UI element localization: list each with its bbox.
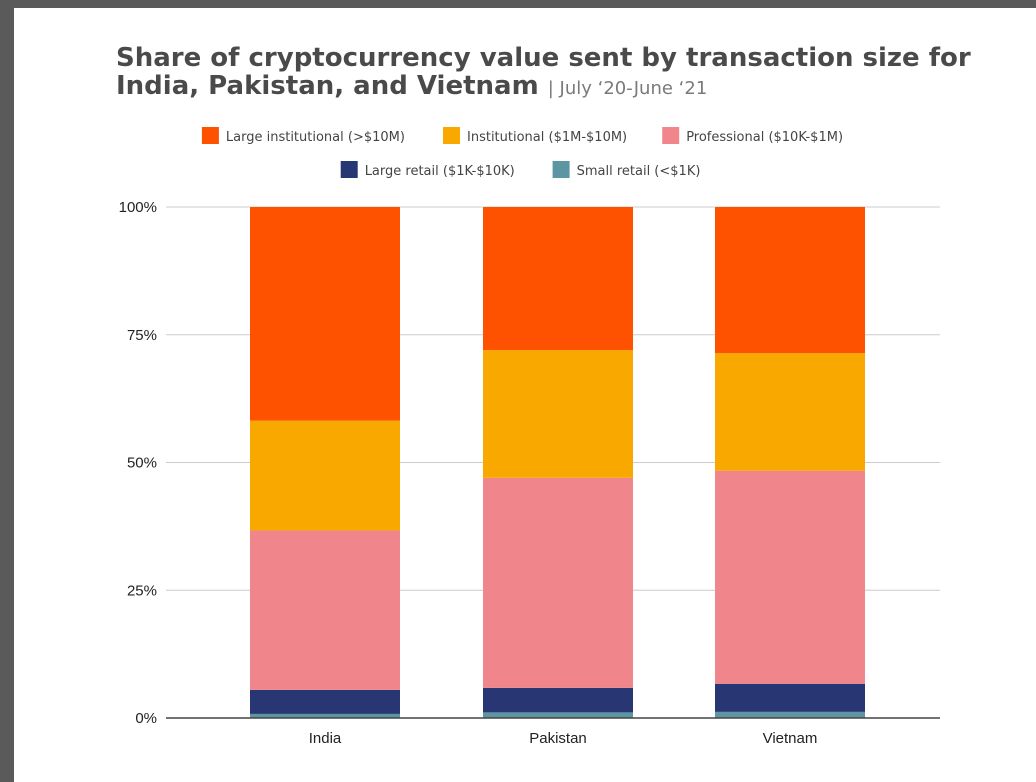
- chart-subtitle: | July ‘20-June ‘21: [547, 78, 708, 99]
- x-tick-label-vietnam: Vietnam: [763, 730, 818, 747]
- y-tick-label: 0%: [135, 710, 157, 727]
- legend-label-large-institutional-10m: Large institutional (>$10M): [226, 130, 405, 145]
- legend-label-professional-10k-1m: Professional ($10K-$1M): [686, 130, 843, 145]
- y-tick-label: 50%: [127, 455, 157, 472]
- chart-title: Share of cryptocurrency value sent by tr…: [116, 44, 996, 103]
- chart-title-text: Share of cryptocurrency value sent by tr…: [116, 43, 971, 101]
- bar-segment-india-institutional-1m-10m: [250, 420, 400, 531]
- viewer-left-bar: [0, 0, 14, 782]
- y-tick-label: 25%: [127, 582, 157, 599]
- bar-segment-india-large-institutional-10m: [250, 207, 400, 421]
- bar-segment-vietnam-large-institutional-10m: [715, 207, 865, 354]
- bar-segment-india-professional-10k-1m: [250, 530, 400, 690]
- bar-segment-india-small-retail-1k: [250, 713, 400, 718]
- bar-segment-pakistan-institutional-1m-10m: [483, 350, 633, 478]
- legend-swatch-institutional-1m-10m: [443, 127, 460, 144]
- bar-segment-pakistan-large-institutional-10m: [483, 207, 633, 351]
- legend-swatch-large-institutional-10m: [201, 127, 219, 144]
- legend-label-institutional-1m-10m: Institutional ($1M-$10M): [467, 130, 627, 145]
- y-tick-label: 75%: [127, 327, 157, 344]
- legend-label-large-retail-1k-10k: Large retail ($1K-$10K): [365, 164, 515, 179]
- bar-segment-india-large-retail-1k-10k: [250, 689, 400, 714]
- chart-legend: Large institutional (>$10M) Institutional…: [201, 127, 843, 179]
- axes: 0% 25% 50% 75% 100% India Pakistan Vietnam: [119, 199, 940, 747]
- legend-swatch-professional-10k-1m: [662, 127, 680, 144]
- legend-swatch-small-retail-1k: [552, 161, 570, 178]
- bar-segment-pakistan-small-retail-1k: [483, 712, 633, 718]
- bar-segment-pakistan-large-retail-1k-10k: [483, 687, 633, 713]
- legend-label-small-retail-1k: Small retail (<$1K): [577, 164, 701, 179]
- bar-segment-vietnam-professional-10k-1m: [715, 470, 865, 684]
- x-tick-label-india: India: [309, 730, 342, 747]
- bar-segment-vietnam-large-retail-1k-10k: [715, 683, 865, 712]
- bar-segment-pakistan-professional-10k-1m: [483, 477, 633, 688]
- viewer-top-bar: [0, 0, 1036, 8]
- y-tick-label: 100%: [119, 199, 157, 216]
- bar-segment-vietnam-institutional-1m-10m: [715, 353, 865, 471]
- x-tick-label-pakistan: Pakistan: [529, 730, 587, 747]
- legend-swatch-large-retail-1k-10k: [340, 161, 358, 178]
- bar-segment-vietnam-small-retail-1k: [715, 711, 865, 718]
- bars: [250, 207, 865, 718]
